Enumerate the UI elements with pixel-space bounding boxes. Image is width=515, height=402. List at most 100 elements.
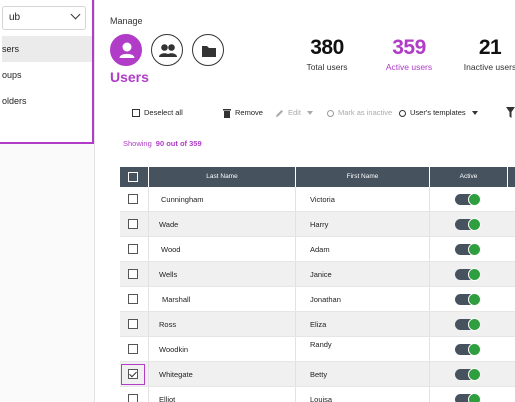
column-header-more <box>507 167 515 187</box>
last-name-cell: Cunningham <box>161 195 204 204</box>
users-category-button[interactable] <box>110 34 142 66</box>
row-checkbox[interactable] <box>128 244 138 254</box>
table-row[interactable]: Wade Harry <box>120 212 515 237</box>
table-row[interactable]: Wells Janice <box>120 262 515 287</box>
showing-value: 90 out of 359 <box>155 139 202 148</box>
column-header-last-name[interactable]: Last Name <box>148 167 295 187</box>
row-checkbox[interactable] <box>128 269 138 279</box>
sidebar-panel: ub sers oups olders <box>0 0 94 144</box>
radio-icon <box>327 109 334 117</box>
column-header-active[interactable]: Active <box>429 167 507 187</box>
row-checkbox[interactable] <box>128 194 138 204</box>
first-name-cell: Jonathan <box>310 295 341 304</box>
trash-icon <box>223 109 231 118</box>
active-toggle[interactable] <box>455 368 481 381</box>
first-name-cell: Eliza <box>310 320 327 329</box>
row-checkbox-highlight <box>121 364 145 385</box>
folders-category-button[interactable] <box>192 34 224 66</box>
caret-down-icon <box>306 111 313 115</box>
sidebar-item-folders[interactable]: olders <box>2 88 92 114</box>
total-users-count: 380 <box>310 36 344 59</box>
table-row[interactable]: Elliot Louisa <box>120 387 515 402</box>
deselect-all-button[interactable]: Deselect all <box>132 104 183 122</box>
last-name-cell: Elliot <box>159 395 176 402</box>
caret-down-icon <box>471 111 478 115</box>
last-name-cell: Wood <box>161 245 181 254</box>
sidebar-item-label: sers <box>2 44 20 54</box>
active-toggle[interactable] <box>455 393 481 402</box>
row-checkbox[interactable] <box>128 319 138 329</box>
table-header: Last Name First Name Active <box>120 167 515 187</box>
row-checkbox[interactable] <box>128 344 138 354</box>
active-toggle[interactable] <box>455 218 481 231</box>
sidebar-item-users[interactable]: sers <box>2 36 92 62</box>
showing-count: Showing 90 out of 359 <box>123 139 202 148</box>
active-toggle[interactable] <box>455 293 481 306</box>
select-all-checkbox[interactable] <box>128 172 138 182</box>
workspace-select[interactable]: ub <box>2 6 86 30</box>
last-name-cell: Wells <box>159 270 178 279</box>
column-header-first-name[interactable]: First Name <box>295 167 429 187</box>
active-toggle[interactable] <box>455 193 481 206</box>
total-users-stat: 380 Total users <box>300 36 354 72</box>
sidebar-item-label: oups <box>2 70 22 80</box>
mark-inactive-label: Mark as inactive <box>338 108 393 117</box>
sidebar: ub sers oups olders <box>0 0 95 402</box>
chevron-down-icon <box>70 9 81 20</box>
user-templates-button[interactable]: User's templates <box>399 104 478 122</box>
filter-icon[interactable] <box>506 107 515 118</box>
page-title: Users <box>110 69 149 85</box>
active-users-label: Active users <box>385 62 433 72</box>
first-name-cell: Betty <box>310 370 328 379</box>
row-checkbox[interactable] <box>128 369 138 379</box>
last-name-cell: Marshall <box>162 295 191 304</box>
showing-prefix: Showing <box>123 139 152 148</box>
inactive-users-stat[interactable]: 21 Inactive users <box>460 36 515 72</box>
radio-icon <box>399 109 406 117</box>
row-checkbox[interactable] <box>128 219 138 229</box>
active-toggle[interactable] <box>455 318 481 331</box>
folder-icon <box>202 46 216 57</box>
last-name-cell: Woodkin <box>159 345 189 354</box>
table-row[interactable]: Marshall Jonathan <box>120 287 515 312</box>
active-toggle[interactable] <box>455 268 481 281</box>
active-users-count: 359 <box>392 36 426 59</box>
table-row[interactable]: Wood Adam <box>120 237 515 262</box>
last-name-cell: Whitegate <box>159 370 193 379</box>
remove-label: Remove <box>235 108 263 117</box>
checkbox-icon <box>132 109 140 117</box>
first-name-cell: Louisa <box>310 395 333 402</box>
table-row[interactable]: Whitegate Betty <box>120 362 515 387</box>
active-users-stat[interactable]: 359 Active users <box>380 36 438 72</box>
inactive-users-count: 21 <box>478 36 502 59</box>
inactive-users-label: Inactive users <box>463 62 515 72</box>
table-row[interactable]: Woodkin Randy <box>120 337 515 362</box>
active-toggle[interactable] <box>455 343 481 356</box>
row-checkbox[interactable] <box>128 394 138 402</box>
total-users-label: Total users <box>306 62 348 72</box>
first-name-cell: Victoria <box>310 195 335 204</box>
last-name-cell: Wade <box>159 220 179 229</box>
edit-button[interactable]: Edit <box>275 104 313 122</box>
group-icon <box>159 44 177 57</box>
user-templates-label: User's templates <box>410 108 466 117</box>
first-name-cell: Harry <box>310 220 329 229</box>
select-all-cell <box>120 167 148 187</box>
mark-inactive-button[interactable]: Mark as inactive <box>327 104 392 122</box>
users-table: Last Name First Name Active Cunningham V… <box>120 167 515 402</box>
deselect-all-label: Deselect all <box>144 108 183 117</box>
user-icon <box>119 42 135 58</box>
edit-label: Edit <box>288 108 301 117</box>
table-row[interactable]: Cunningham Victoria <box>120 187 515 212</box>
active-toggle[interactable] <box>455 243 481 256</box>
remove-button[interactable]: Remove <box>223 104 263 122</box>
first-name-cell: Adam <box>310 245 330 254</box>
groups-category-button[interactable] <box>151 34 183 66</box>
pencil-icon <box>276 109 283 117</box>
manage-label: Manage <box>110 16 143 26</box>
table-row[interactable]: Ross Eliza <box>120 312 515 337</box>
first-name-cell: Randy <box>310 340 332 349</box>
row-checkbox[interactable] <box>128 294 138 304</box>
sidebar-item-groups[interactable]: oups <box>2 62 92 88</box>
first-name-cell: Janice <box>310 270 332 279</box>
